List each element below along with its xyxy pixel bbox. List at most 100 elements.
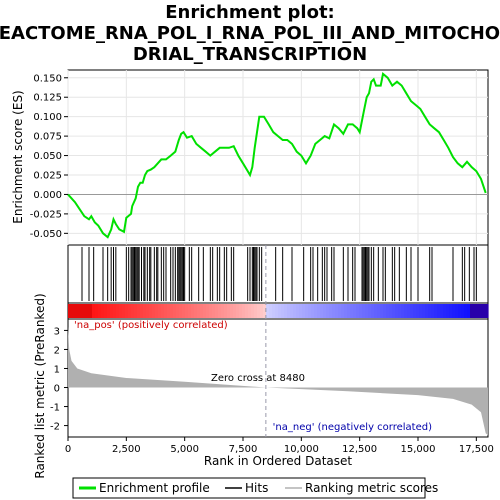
color-band-strip: [257, 304, 261, 318]
color-band-strip: [422, 304, 426, 318]
color-band-strip: [200, 304, 204, 318]
color-band-strip: [128, 304, 132, 318]
color-band-strip: [239, 304, 243, 318]
color-band-strip: [146, 304, 150, 318]
color-band-strip: [353, 304, 357, 318]
color-band-strip: [344, 304, 348, 318]
color-band-strip: [230, 304, 234, 318]
ranked-y-tick-label: 3: [54, 326, 60, 337]
color-band-strip: [428, 304, 432, 318]
color-band-strip: [404, 304, 408, 318]
color-band-strip: [452, 304, 456, 318]
legend-enrichment-label: Enrichment profile: [99, 481, 210, 495]
neg-correlated-label: 'na_neg' (negatively correlated): [273, 422, 432, 433]
color-band-strip: [191, 304, 195, 318]
color-band-strip: [323, 304, 327, 318]
es-y-tick-label: -0.050: [30, 229, 62, 240]
color-band-strip: [161, 304, 165, 318]
color-band-strip: [461, 304, 465, 318]
ranking-color-band: [68, 304, 489, 318]
color-band-strip: [116, 304, 120, 318]
color-band-strip: [311, 304, 315, 318]
ranked-y-tick-label: -1: [50, 403, 60, 414]
color-band-strip: [449, 304, 453, 318]
color-band-strip: [89, 304, 93, 318]
es-y-tick-label: 0.025: [33, 171, 62, 182]
ranking-metric-area: [68, 326, 488, 436]
color-band-strip: [80, 304, 84, 318]
color-band-strip: [185, 304, 189, 318]
es-y-tick-label: 0.075: [33, 132, 62, 143]
color-band-strip: [74, 304, 78, 318]
color-band-strip: [92, 304, 96, 318]
ranked-panel-frame: [67, 318, 489, 438]
color-band-strip: [179, 304, 183, 318]
color-band-strip: [377, 304, 381, 318]
es-y-tick-label: 0.150: [33, 73, 62, 84]
color-band-strip: [368, 304, 372, 318]
color-band-strip: [224, 304, 228, 318]
color-band-strip: [95, 304, 99, 318]
color-band-strip: [473, 304, 477, 318]
color-band-strip: [170, 304, 174, 318]
color-band-strip: [173, 304, 177, 318]
color-band-strip: [131, 304, 135, 318]
color-band-strip: [167, 304, 171, 318]
color-band-strip: [293, 304, 297, 318]
es-panel-frame: [67, 69, 489, 246]
color-band-strip: [464, 304, 468, 318]
chart-title-line-1: Enrichment plot:: [165, 2, 335, 23]
color-band-strip: [359, 304, 363, 318]
ranked-y-tick-label: 1: [54, 364, 60, 375]
color-band-strip: [212, 304, 216, 318]
color-band-strip: [458, 304, 462, 318]
color-band-strip: [188, 304, 192, 318]
color-band-strip: [203, 304, 207, 318]
color-band-strip: [284, 304, 288, 318]
color-band-strip: [305, 304, 309, 318]
legend-ranking-label: Ranking metric scores: [305, 481, 438, 495]
color-band-strip: [476, 304, 480, 318]
color-band-strip: [263, 304, 267, 318]
color-band-strip: [101, 304, 105, 318]
color-band-strip: [86, 304, 90, 318]
color-band-strip: [479, 304, 483, 318]
color-band-strip: [470, 304, 474, 318]
color-band-strip: [446, 304, 450, 318]
x-tick-label: 2,500: [112, 444, 141, 455]
chart-title-line-3: DRIAL_TRANSCRIPTION: [133, 44, 367, 65]
color-band-strip: [278, 304, 282, 318]
color-band-strip: [374, 304, 378, 318]
color-band-strip: [362, 304, 366, 318]
x-tick-label: 10,000: [284, 444, 319, 455]
enrichment-profile-line: [67, 72, 487, 239]
es-plot-area: [67, 70, 488, 245]
ranked-y-tick-label: 0: [54, 384, 60, 395]
color-band-strip: [356, 304, 360, 318]
color-band-strip: [350, 304, 354, 318]
color-band-strip: [365, 304, 369, 318]
color-band-strip: [419, 304, 423, 318]
color-band-strip: [398, 304, 402, 318]
ranked-metric-plot-area: [68, 245, 488, 437]
x-axis-label: Rank in Ordered Dataset: [204, 454, 352, 468]
color-band-strip: [371, 304, 375, 318]
color-band-strip: [326, 304, 330, 318]
color-band-strip: [440, 304, 444, 318]
color-band-strip: [395, 304, 399, 318]
color-band-strip: [206, 304, 210, 318]
color-band-strip: [332, 304, 336, 318]
color-band-strip: [233, 304, 237, 318]
color-band-strip: [383, 304, 387, 318]
color-band-strip: [251, 304, 255, 318]
color-band-strip: [281, 304, 285, 318]
color-band-strip: [386, 304, 390, 318]
x-tick-label: 5,000: [170, 444, 199, 455]
color-band-strip: [302, 304, 306, 318]
color-band-strip: [71, 304, 75, 318]
color-band-strip: [104, 304, 108, 318]
color-band-strip: [158, 304, 162, 318]
color-band-strip: [266, 304, 270, 318]
color-band-strip: [290, 304, 294, 318]
